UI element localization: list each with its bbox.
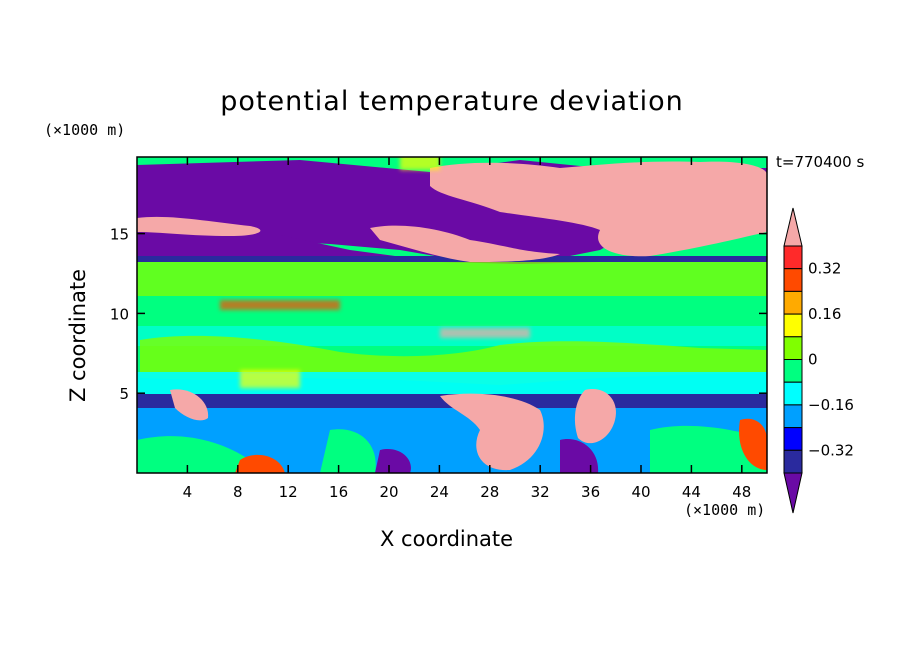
x-tick-label: 24: [430, 483, 449, 501]
x-axis-label: X coordinate: [380, 527, 514, 551]
field-blur-3: [440, 328, 530, 338]
field-lower-warm-2: [574, 389, 616, 444]
field-warm-top-3: [137, 216, 261, 236]
plot-frame: [136, 156, 768, 474]
colorbar-label: 0.16: [808, 305, 841, 323]
x-tick-label: 12: [279, 483, 298, 501]
x-tick-label: 20: [379, 483, 398, 501]
x-tick-label: 8: [233, 483, 243, 501]
field-warm-top-2: [370, 225, 560, 262]
colorbar-segment: [783, 404, 803, 429]
x-tick-label: 44: [682, 483, 701, 501]
field-warm-top-1: [430, 161, 767, 257]
x-tick-label: 40: [631, 483, 650, 501]
field-lower-warm-1: [440, 393, 544, 471]
colorbar-segment: [783, 359, 803, 383]
time-label: t=770400 s: [776, 153, 865, 171]
colorbar-segment: [783, 336, 803, 360]
contour-field: [137, 157, 767, 473]
y-axis-unit: (×1000 m): [44, 121, 126, 139]
colorbar-segment: [783, 449, 803, 474]
x-ticks: 4 8 12 16 20 24 28 32 36 40 44 48: [183, 157, 751, 501]
colorbar-segment: [783, 290, 803, 315]
x-tick-label: 16: [329, 483, 348, 501]
x-tick-label: 48: [732, 483, 751, 501]
field-tropopause-strip: [137, 256, 767, 262]
colorbar-bottom-arrow: [783, 472, 803, 514]
colorbar: 0.32 0.16 0 −0.16 −0.32: [783, 207, 854, 514]
field-lower-green: [137, 425, 767, 473]
x-tick-label: 28: [480, 483, 499, 501]
field-blur-2: [220, 300, 340, 310]
x-axis-unit: (×1000 m): [684, 501, 766, 519]
y-tick-label: 10: [110, 305, 129, 323]
field-blur-1: [400, 157, 440, 170]
colorbar-label: 0.32: [808, 260, 841, 278]
field-lightgreen-band: [137, 262, 767, 296]
field-blur-4: [240, 370, 300, 388]
x-tick-label: 32: [531, 483, 550, 501]
colorbar-label: −0.32: [808, 441, 854, 459]
field-lower-warm-3: [170, 389, 209, 421]
colorbar-segment: [783, 245, 803, 270]
chart-title: potential temperature deviation: [220, 86, 684, 117]
colorbar-segment: [783, 313, 803, 338]
y-tick-label: 5: [119, 385, 129, 403]
colorbar-segment: [783, 427, 803, 451]
y-ticks: 5 10 15: [110, 226, 767, 403]
y-tick-label: 15: [110, 226, 129, 244]
field-lower-cold-blob: [375, 439, 599, 473]
field-cyan-layer: [137, 372, 767, 394]
colorbar-label: −0.16: [808, 396, 854, 414]
x-tick-label: 4: [183, 483, 193, 501]
colorbar-label: 0: [808, 351, 818, 369]
colorbar-segment: [783, 268, 803, 292]
colorbar-top-arrow: [783, 207, 803, 247]
x-tick-label: 36: [581, 483, 600, 501]
colorbar-segment: [783, 381, 803, 406]
